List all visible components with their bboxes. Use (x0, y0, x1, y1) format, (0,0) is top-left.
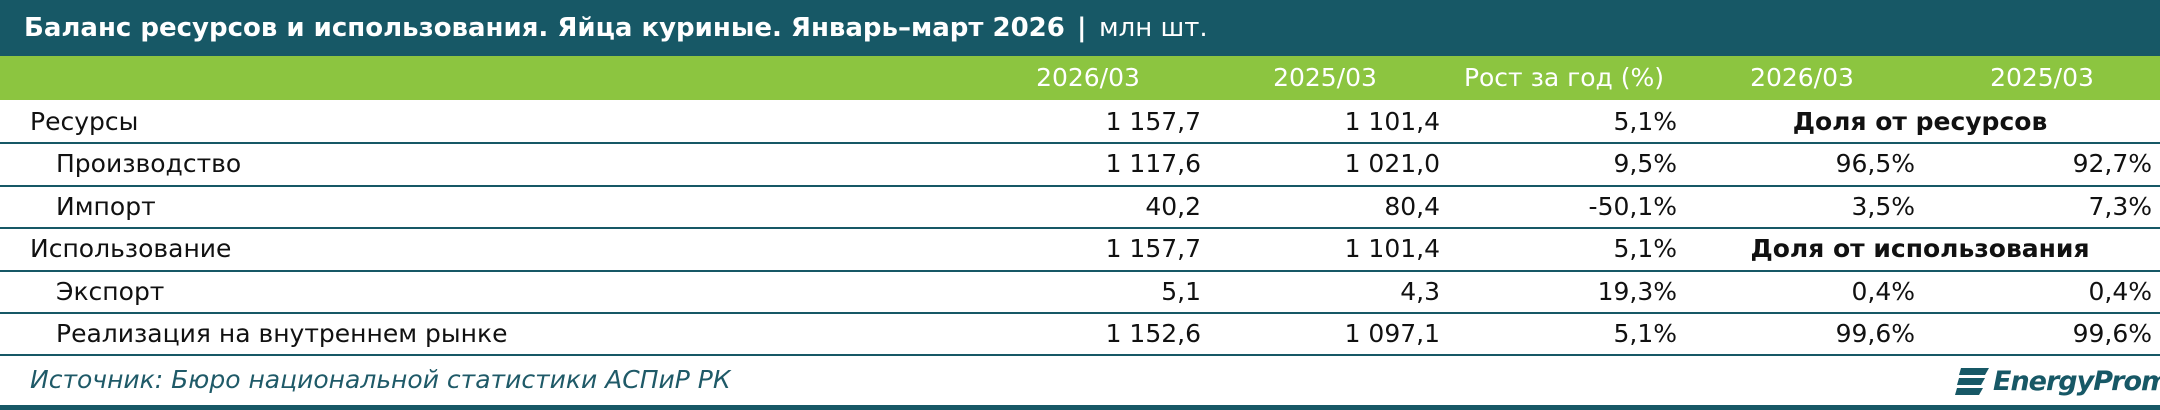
row-divider (0, 142, 2160, 145)
cell-value: 80,4 (1384, 191, 1440, 221)
column-header: 2026/03 (1750, 63, 1854, 92)
cell-value: 99,6% (2072, 319, 2152, 348)
cell-value: 19,3% (1597, 276, 1677, 306)
title-unit: млн шт. (1099, 13, 1208, 43)
title-separator: | (1077, 13, 1087, 43)
logo: EnergyProm (1993, 366, 2160, 397)
row-divider (0, 184, 2160, 187)
column-header: 2025/03 (1990, 63, 2094, 92)
row-label: Импорт (56, 191, 156, 221)
cell-value: -50,1% (1588, 191, 1677, 221)
cell-value: 1 157,7 (1105, 234, 1201, 264)
cell-value: 1 021,0 (1344, 149, 1440, 179)
cell-value: 5,1% (1613, 319, 1677, 348)
cell-value: 1 101,4 (1344, 107, 1440, 136)
cell-value: 5,1 (1161, 276, 1201, 306)
cell-value: 4,3 (1400, 276, 1440, 306)
row-divider (0, 269, 2160, 272)
cell-value: 3,5% (1851, 191, 1915, 221)
cell-value: 96,5% (1835, 149, 1915, 179)
cell-value: 5,1% (1613, 234, 1677, 264)
cell-value: 0,4% (2088, 276, 2152, 306)
column-header: 2026/03 (1036, 63, 1140, 92)
footer: Источник: Бюро национальной статистики А… (0, 355, 2160, 410)
cell-value: 1 117,6 (1105, 149, 1201, 179)
row-label: Реализация на внутреннем рынке (56, 319, 508, 348)
cell-value: 0,4% (1851, 276, 1915, 306)
bottom-border (0, 405, 2160, 410)
cell-value: 99,6% (1835, 319, 1915, 348)
cell-value: 1 101,4 (1344, 234, 1440, 264)
title: Баланс ресурсов и использования. Яйца ку… (24, 13, 1065, 43)
row-divider (0, 354, 2160, 357)
cell-value: 40,2 (1145, 191, 1201, 221)
cell-value: 1 152,6 (1105, 319, 1201, 348)
cell-value: 9,5% (1613, 149, 1677, 179)
header-row: 2026/03 2025/03 Рост за год (%) 2026/03 2025… (0, 56, 2160, 100)
row-label: Ресурсы (30, 107, 139, 136)
row-label: Производство (56, 149, 242, 179)
share-title: Доля от использования (1750, 234, 2090, 264)
cell-value: 5,1% (1613, 107, 1677, 136)
row-label: Экспорт (56, 276, 165, 306)
share-title: Доля от ресурсов (1792, 107, 2048, 136)
cell-value: 7,3% (2088, 191, 2152, 221)
row-divider (0, 312, 2160, 314)
logo-icon (1955, 368, 1989, 395)
cell-value: 1 097,1 (1344, 319, 1440, 348)
column-header: 2025/03 (1273, 63, 1377, 92)
column-header: Рост за год (%) (1463, 63, 1665, 92)
source: Источник: Бюро национальной статистики А… (30, 365, 731, 394)
row-divider (0, 227, 2160, 230)
title-bar: Баланс ресурсов и использования. Яйца ку… (0, 0, 2160, 56)
cell-value: 92,7% (2072, 149, 2152, 179)
cell-value: 1 157,7 (1105, 107, 1201, 136)
row-label: Использование (30, 234, 232, 264)
